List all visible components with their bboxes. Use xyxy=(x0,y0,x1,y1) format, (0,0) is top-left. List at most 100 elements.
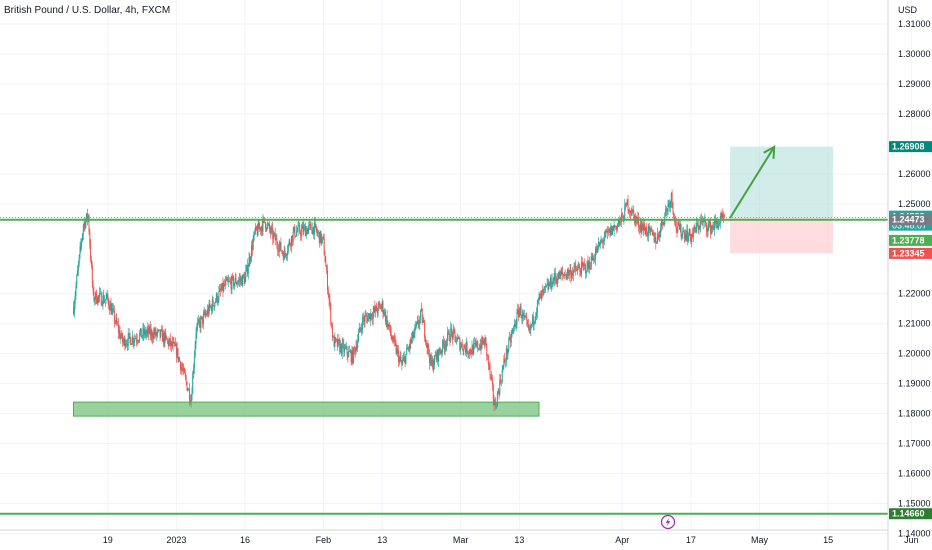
candle-body xyxy=(539,293,541,297)
currency-label: USD xyxy=(898,5,918,15)
candle-body xyxy=(610,226,612,236)
candle-body xyxy=(252,239,254,250)
candle-body xyxy=(514,323,515,327)
projection-arrow-line xyxy=(729,146,776,219)
candle-body xyxy=(132,336,134,343)
candle-body xyxy=(491,379,493,385)
candle-body xyxy=(425,342,427,344)
candle-body xyxy=(444,345,446,350)
candle-body xyxy=(689,229,691,237)
candle-body xyxy=(606,231,608,233)
candle-body xyxy=(235,277,237,285)
candle-body xyxy=(101,304,103,306)
candle-body xyxy=(460,343,462,347)
candle-body xyxy=(699,226,701,228)
candle-body xyxy=(452,329,454,339)
x-tick-label: 13 xyxy=(514,535,524,545)
candle-body xyxy=(128,333,130,334)
candle-body xyxy=(212,299,214,306)
candle-body xyxy=(280,242,282,252)
candle-body xyxy=(143,328,145,335)
candle-body xyxy=(558,271,560,279)
candle-body xyxy=(330,304,332,324)
candle-body xyxy=(189,400,191,403)
candle-body xyxy=(344,347,346,353)
countdown-tag: 03:46:07 xyxy=(892,221,927,231)
candle-body xyxy=(356,345,358,348)
candle-body xyxy=(338,339,340,342)
candle-body xyxy=(200,317,202,329)
candle-body xyxy=(645,227,647,235)
candle-body xyxy=(692,231,694,238)
candle-body xyxy=(455,335,457,343)
candle-body xyxy=(339,341,341,352)
candle-body xyxy=(142,328,144,336)
candle-body xyxy=(224,280,226,286)
candle-body xyxy=(249,257,251,262)
candle-body xyxy=(647,226,649,236)
candle-body xyxy=(532,315,534,325)
candle-body xyxy=(547,283,549,290)
candle-body xyxy=(154,329,156,335)
candle-body xyxy=(616,225,618,230)
candle-body xyxy=(273,232,275,235)
candle-body xyxy=(432,360,434,370)
candle-body xyxy=(667,203,669,212)
candle-body xyxy=(74,295,76,305)
candle-body xyxy=(160,330,162,337)
candle-body xyxy=(216,293,218,303)
candle-body xyxy=(104,299,106,301)
candle-body xyxy=(482,340,484,344)
candle-body xyxy=(475,343,477,346)
candle-body xyxy=(288,240,290,245)
candle-body xyxy=(642,224,644,230)
tags: 1.269081.2453803:46:071.244731.237781.23… xyxy=(889,141,932,520)
candle-body xyxy=(433,364,435,370)
candle-body xyxy=(147,327,149,331)
candle-body xyxy=(258,223,260,230)
candle-body xyxy=(186,382,188,391)
candle-body xyxy=(329,300,331,305)
candle-body xyxy=(298,225,300,227)
candle-body xyxy=(138,340,140,342)
grid xyxy=(0,0,912,535)
candle-body xyxy=(530,324,532,330)
level-price-tag-bg xyxy=(889,214,932,226)
candle-body xyxy=(577,266,579,269)
candle-body xyxy=(612,226,614,231)
candle-body xyxy=(227,281,229,282)
candle-body xyxy=(705,223,707,231)
candle-body xyxy=(97,295,99,304)
candle-body xyxy=(616,224,618,230)
candle-body xyxy=(90,245,92,260)
candle-body xyxy=(585,271,587,274)
candle-body xyxy=(464,345,466,349)
candle-body xyxy=(211,299,213,312)
candle-body xyxy=(357,340,359,348)
candle-body xyxy=(178,357,180,361)
lightning-bolt-icon[interactable] xyxy=(660,514,676,530)
candle-body xyxy=(220,288,221,291)
candle-body xyxy=(443,344,445,350)
candle-body xyxy=(477,341,479,349)
candle-body xyxy=(684,234,686,239)
candle-body xyxy=(421,308,423,323)
candle-body xyxy=(722,213,724,218)
candle-body xyxy=(504,358,506,362)
candle-body xyxy=(527,324,529,329)
candle-body xyxy=(331,324,333,337)
candle-body xyxy=(656,242,658,244)
candle-body xyxy=(246,265,248,271)
candle-body xyxy=(312,226,314,234)
x-tick-label: May xyxy=(751,535,769,545)
candle-body xyxy=(390,333,392,337)
candle-body xyxy=(587,261,589,269)
candle-body xyxy=(461,343,463,350)
candle-body xyxy=(310,224,312,231)
candle-body xyxy=(322,236,324,238)
candle-body xyxy=(595,248,597,253)
candle-body xyxy=(412,331,414,338)
profit-zone xyxy=(730,146,833,218)
candle-body xyxy=(710,227,712,234)
